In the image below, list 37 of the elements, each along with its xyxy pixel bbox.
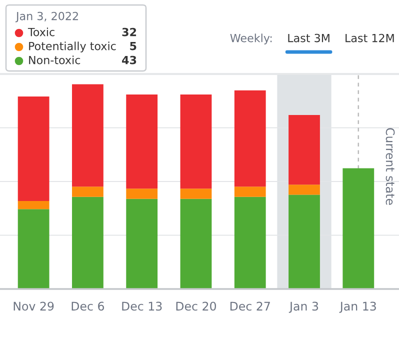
bar (234, 186, 266, 197)
bar (180, 94, 212, 189)
x-tick-label: Jan 3 (288, 302, 318, 313)
legend-label: Potentially toxic (29, 42, 116, 52)
text: Last 12M (346, 34, 394, 42)
bar (288, 184, 320, 195)
legend-label: Toxic (28, 28, 54, 36)
legend-title: Jan 3, 2022 (15, 12, 78, 22)
text: 32 (122, 28, 136, 36)
x-tick-label: Jan 13 (339, 302, 376, 313)
legend-label: Non-toxic (29, 56, 80, 64)
bar (288, 194, 320, 289)
bar (288, 114, 320, 185)
x-tick-label: Dec 27 (230, 302, 270, 311)
text: 5 (130, 42, 136, 50)
bar (234, 90, 266, 187)
bar (18, 209, 50, 289)
bar (180, 188, 212, 199)
bar (342, 168, 374, 289)
x-tick-label: Nov 29 (14, 302, 54, 311)
text: 43 (122, 56, 136, 64)
bar (72, 196, 104, 289)
text: Last 3M (288, 34, 330, 42)
bar (180, 198, 212, 289)
bar (72, 186, 104, 197)
x-tick-label: Dec 20 (176, 302, 216, 311)
bar (234, 196, 266, 289)
bar (18, 96, 50, 201)
bar (18, 200, 50, 210)
x-tick-label: Dec 13 (122, 302, 162, 311)
bar (72, 84, 104, 187)
bar (126, 198, 158, 289)
ref-line-label: Current state (386, 128, 395, 205)
text: Weekly: (230, 34, 272, 44)
bar (126, 188, 158, 199)
bar (126, 94, 158, 189)
x-tick-label: Dec 6 (72, 302, 104, 311)
